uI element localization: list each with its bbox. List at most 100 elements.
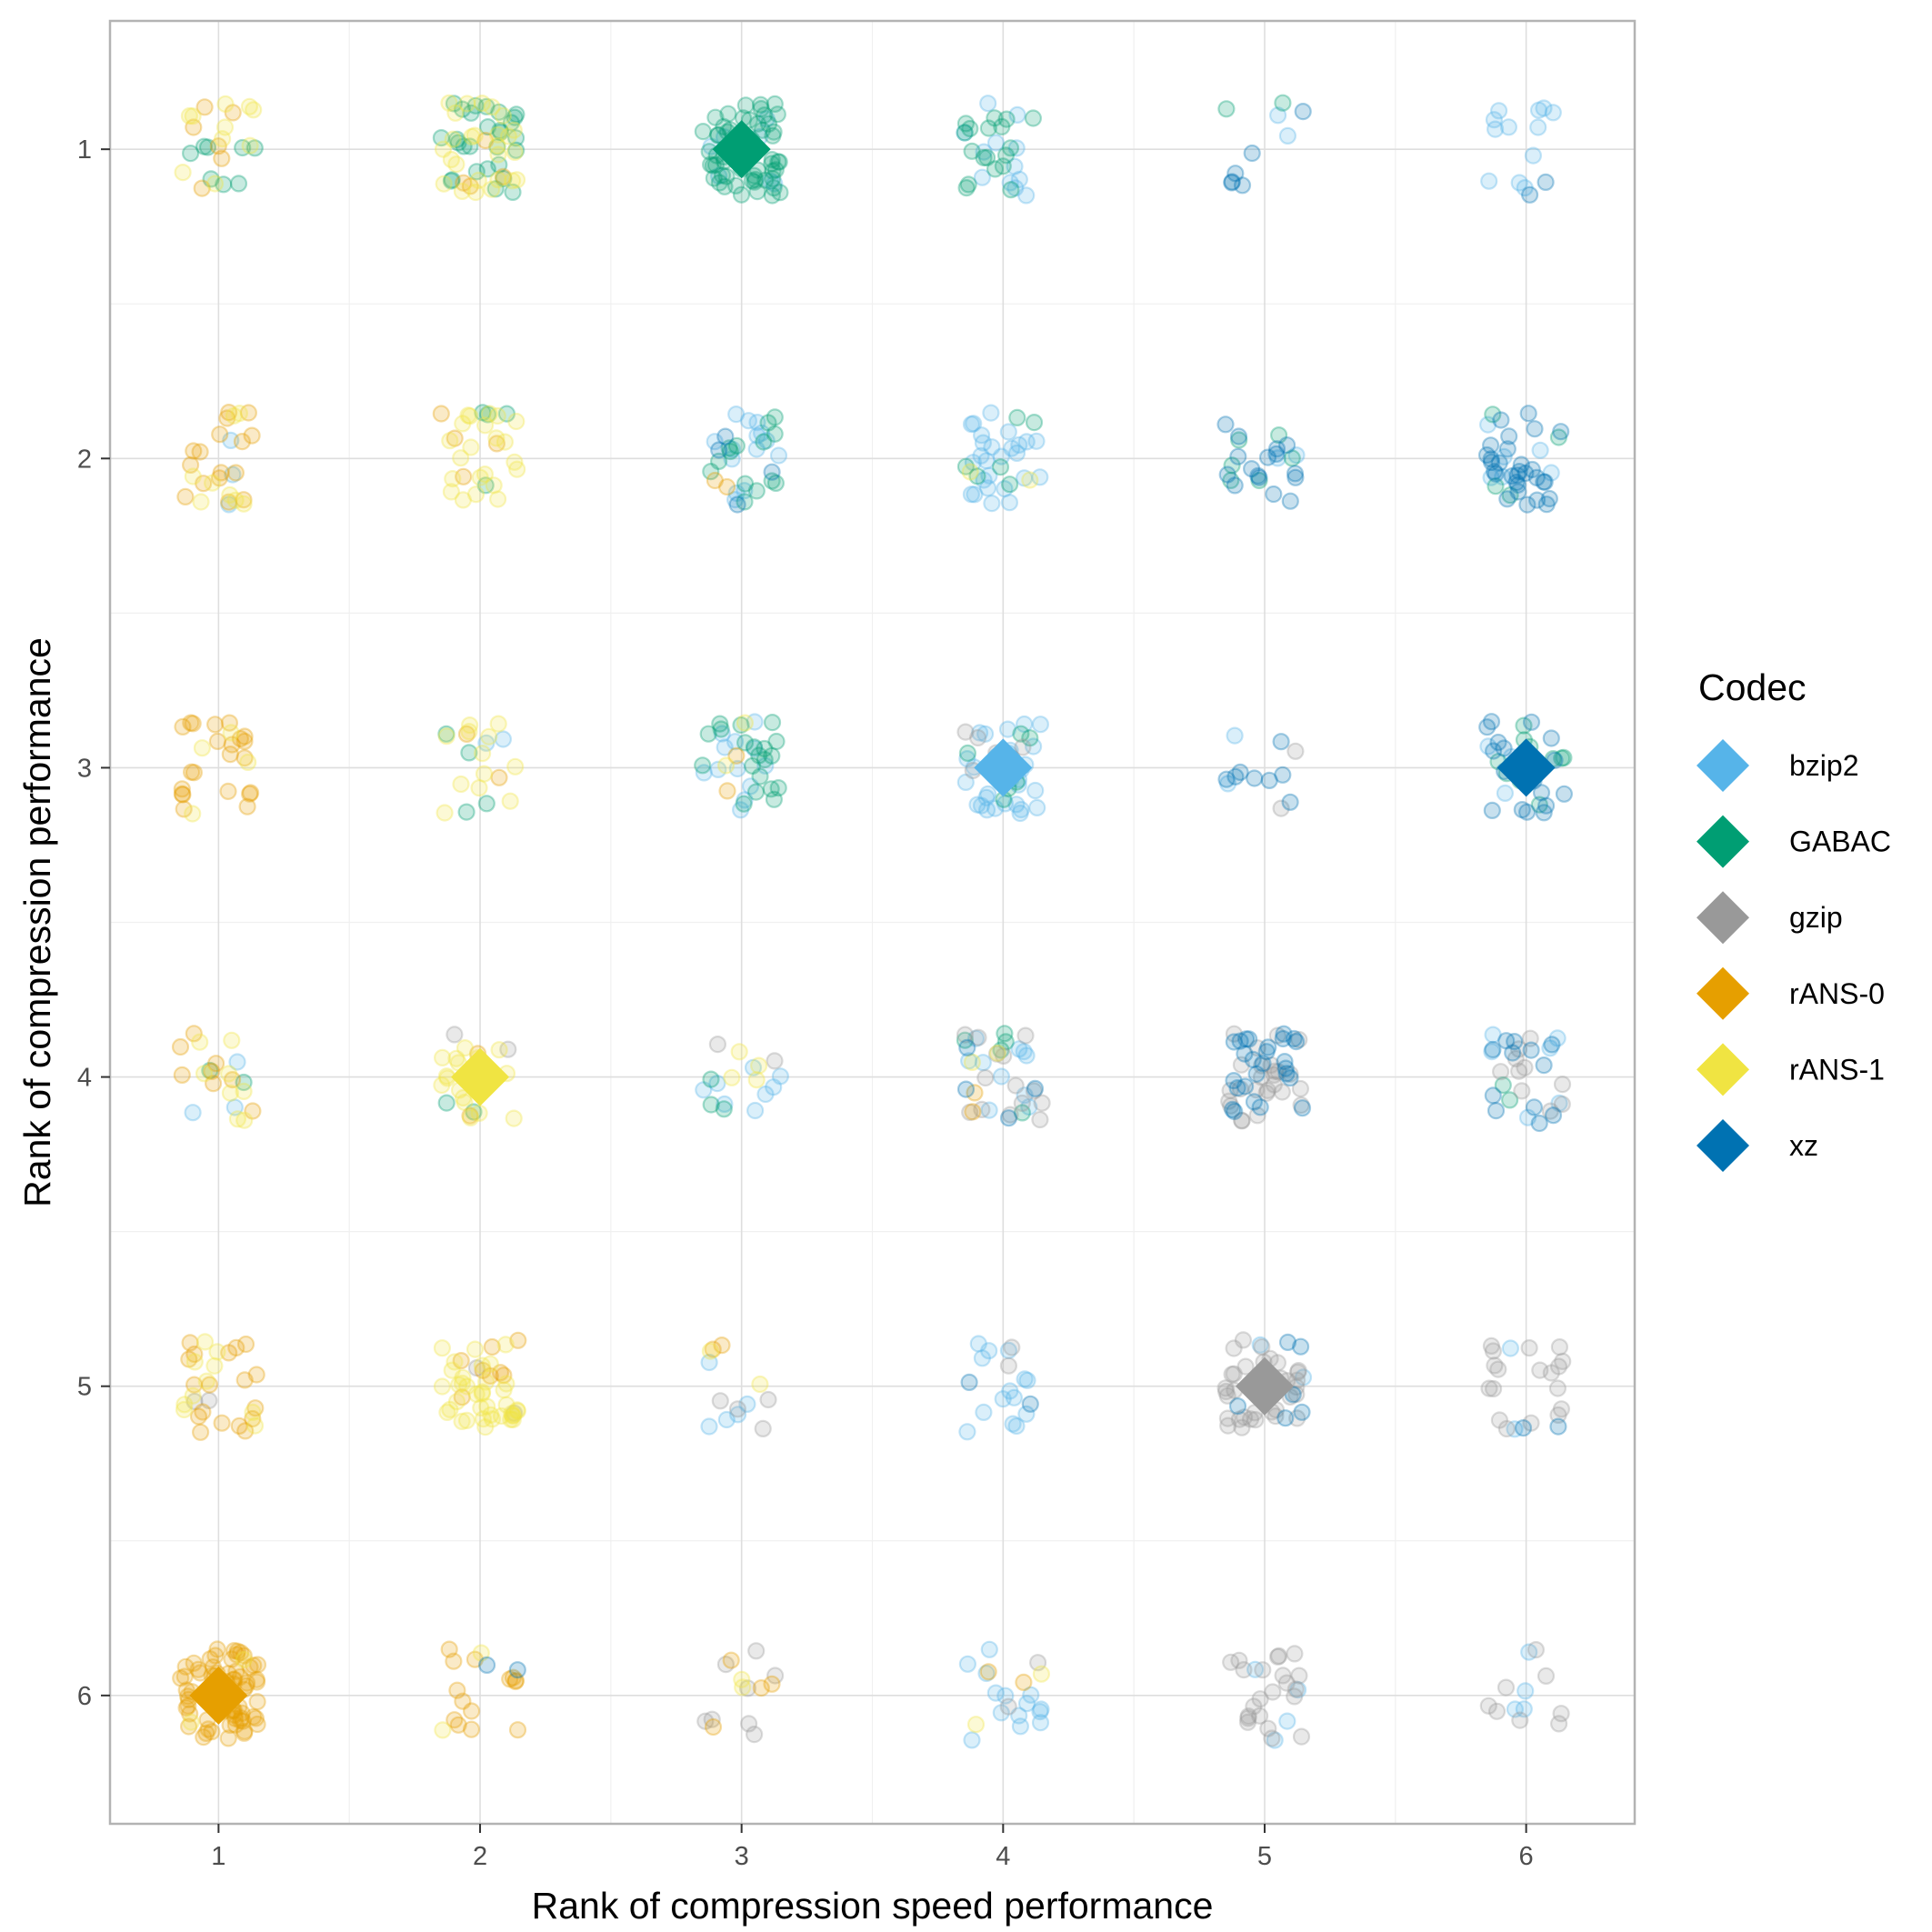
data-point-rans-1 bbox=[736, 714, 755, 732]
data-point-rans-0 bbox=[763, 1675, 781, 1693]
data-point-rans-1 bbox=[490, 1041, 508, 1059]
data-point-gzip bbox=[1236, 1357, 1255, 1376]
data-point-rans-0 bbox=[247, 1670, 265, 1688]
data-point-rans-0 bbox=[1015, 1673, 1033, 1692]
data-point-bzip2 bbox=[983, 438, 1001, 456]
data-point-rans-0 bbox=[506, 1672, 525, 1691]
y-tick-label: 6 bbox=[77, 1682, 92, 1711]
data-point-rans-1 bbox=[966, 1716, 986, 1734]
data-point-rans-1 bbox=[444, 130, 462, 148]
data-point-gabac bbox=[767, 732, 786, 751]
data-point-gabac bbox=[706, 108, 725, 126]
data-point-bzip2 bbox=[1251, 1336, 1269, 1354]
data-point-rans-0 bbox=[231, 729, 249, 748]
data-point-gzip bbox=[739, 1715, 758, 1733]
data-point-gzip bbox=[1250, 1707, 1269, 1725]
data-point-bzip2 bbox=[1007, 139, 1026, 157]
data-point-gabac bbox=[702, 1070, 720, 1088]
data-point-rans-1 bbox=[480, 405, 498, 423]
data-point-bzip2 bbox=[980, 1342, 998, 1360]
data-point-rans-0 bbox=[191, 1664, 209, 1682]
data-point-gzip bbox=[1218, 1386, 1236, 1405]
data-point-rans-1 bbox=[235, 1082, 253, 1101]
data-point-xz bbox=[1537, 796, 1556, 815]
data-point-gzip bbox=[1541, 1102, 1559, 1120]
data-point-gabac bbox=[709, 125, 727, 144]
data-point-rans-1 bbox=[508, 1401, 526, 1419]
data-point-rans-0 bbox=[474, 1361, 492, 1379]
data-point-bzip2 bbox=[1005, 1388, 1024, 1406]
data-point-gabac bbox=[746, 783, 766, 801]
data-point-xz bbox=[1482, 713, 1501, 731]
data-point-bzip2 bbox=[959, 1052, 978, 1070]
data-point-gabac bbox=[506, 108, 524, 126]
data-point-gabac bbox=[1501, 486, 1519, 505]
data-point-gabac bbox=[477, 97, 496, 115]
data-point-xz bbox=[1285, 1029, 1303, 1048]
data-point-gzip bbox=[1269, 1647, 1288, 1666]
data-point-gzip bbox=[1241, 1410, 1260, 1428]
data-point-bzip2 bbox=[709, 166, 728, 185]
median-marker-gzip bbox=[1235, 1356, 1294, 1416]
data-point-bzip2 bbox=[746, 739, 764, 757]
data-point-bzip2 bbox=[726, 490, 745, 509]
data-point-gzip bbox=[1521, 1029, 1539, 1047]
data-point-rans-0 bbox=[432, 405, 450, 423]
data-point-xz bbox=[1535, 473, 1553, 491]
data-point-rans-1 bbox=[433, 1076, 451, 1095]
data-point-rans-0 bbox=[174, 717, 192, 736]
data-point-bzip2 bbox=[695, 764, 713, 782]
data-point-gabac bbox=[442, 172, 460, 190]
data-point-rans-1 bbox=[457, 1411, 476, 1430]
data-point-gabac bbox=[1001, 139, 1020, 157]
data-point-gzip bbox=[1234, 1331, 1253, 1349]
data-point-rans-1 bbox=[197, 1372, 215, 1390]
data-point-rans-1 bbox=[458, 95, 476, 113]
data-point-gabac bbox=[699, 725, 717, 743]
data-point-rans-0 bbox=[236, 1335, 255, 1354]
data-point-xz bbox=[1236, 1077, 1255, 1096]
data-point-rans-1 bbox=[473, 1385, 491, 1403]
data-point-gzip bbox=[999, 1356, 1018, 1375]
data-point-rans-1 bbox=[434, 1721, 452, 1739]
data-point-gabac bbox=[763, 151, 781, 169]
data-point-bzip2 bbox=[1529, 101, 1548, 119]
data-point-rans-0 bbox=[727, 746, 746, 765]
data-point-rans-1 bbox=[185, 1353, 204, 1371]
data-point-gabac bbox=[502, 114, 521, 132]
data-point-gzip bbox=[1553, 1095, 1571, 1114]
data-point-rans-1 bbox=[988, 1044, 1007, 1062]
data-point-xz bbox=[1549, 1417, 1567, 1436]
data-point-rans-0 bbox=[452, 1351, 470, 1370]
data-point-rans-1 bbox=[240, 97, 258, 115]
data-point-bzip2 bbox=[1015, 715, 1034, 734]
data-point-rans-0 bbox=[245, 1707, 263, 1726]
data-point-rans-1 bbox=[192, 493, 210, 511]
data-point-bzip2 bbox=[736, 791, 754, 809]
data-point-rans-0 bbox=[221, 1716, 239, 1735]
data-point-bzip2 bbox=[978, 479, 997, 497]
data-point-bzip2 bbox=[1028, 798, 1046, 817]
data-point-rans-0 bbox=[235, 727, 254, 746]
data-point-rans-1 bbox=[506, 143, 524, 161]
data-point-xz bbox=[1272, 733, 1290, 751]
data-point-gabac bbox=[201, 1061, 219, 1080]
data-point-gabac bbox=[477, 795, 496, 813]
data-point-xz bbox=[1223, 174, 1241, 192]
data-point-gabac bbox=[755, 433, 773, 451]
data-point-bzip2 bbox=[769, 446, 788, 465]
data-point-rans-1 bbox=[483, 180, 501, 198]
data-point-rans-0 bbox=[223, 736, 241, 754]
data-point-xz bbox=[1485, 463, 1504, 481]
data-point-rans-1 bbox=[734, 1678, 752, 1697]
data-point-gabac bbox=[478, 405, 497, 424]
data-point-gabac bbox=[756, 739, 774, 758]
data-point-rans-1 bbox=[496, 1336, 515, 1354]
data-point-gzip bbox=[1233, 1112, 1251, 1130]
legend-key-rans-1 bbox=[1697, 1043, 1749, 1096]
data-point-gabac bbox=[743, 756, 762, 776]
data-point-rans-0 bbox=[966, 1084, 984, 1102]
data-point-xz bbox=[1281, 1068, 1299, 1087]
data-point-gabac bbox=[704, 156, 722, 175]
data-point-bzip2 bbox=[1010, 170, 1028, 188]
